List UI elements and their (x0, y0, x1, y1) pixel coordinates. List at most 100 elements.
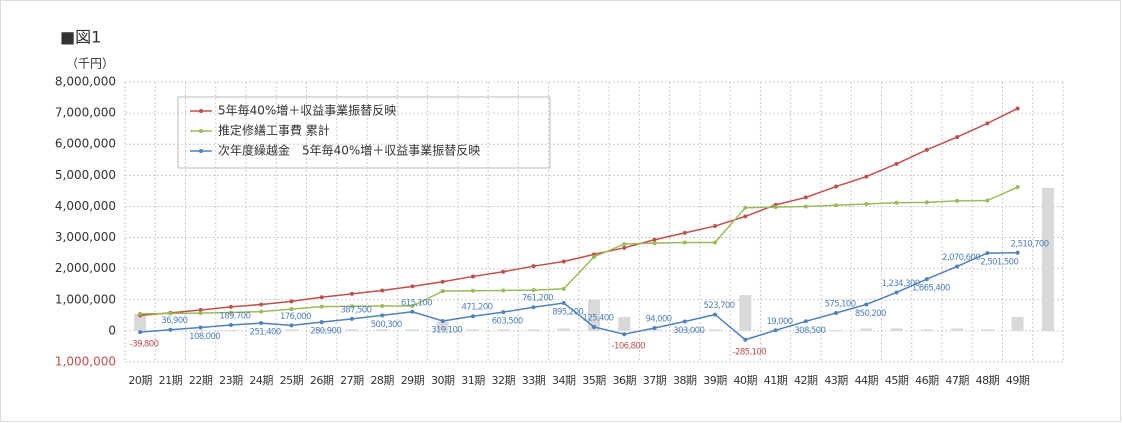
marker (985, 121, 990, 126)
marker (864, 201, 869, 206)
data-label: -39,800 (130, 340, 159, 350)
chart-title: ■図1 (60, 28, 101, 47)
bar (618, 316, 631, 331)
bar (436, 321, 449, 331)
data-label: 36,900 (161, 316, 187, 326)
marker (440, 289, 445, 294)
marker (319, 295, 324, 300)
x-tick-label: 25期 (280, 374, 304, 387)
marker (682, 319, 687, 324)
line (140, 186, 1018, 315)
marker (894, 290, 899, 295)
marker (470, 288, 475, 293)
marker (289, 307, 294, 312)
data-label: 308,500 (794, 326, 825, 336)
x-tick-label: 29期 (401, 374, 425, 387)
x-tick-label: 40期 (734, 374, 758, 387)
bar (406, 329, 419, 331)
x-tick-label: 22期 (189, 374, 213, 387)
marker (531, 288, 536, 293)
marker (289, 323, 294, 328)
marker (470, 274, 475, 279)
marker (319, 320, 324, 325)
bar (224, 329, 237, 331)
marker (561, 286, 566, 291)
legend-box (177, 96, 551, 169)
marker (198, 311, 203, 316)
bar (285, 329, 298, 331)
marker (349, 291, 354, 296)
x-tick-label: 33期 (522, 374, 546, 387)
marker (1015, 185, 1020, 190)
marker (955, 264, 960, 269)
data-label: 189,700 (219, 311, 250, 321)
bar (134, 313, 147, 331)
marker (803, 195, 808, 200)
bar (830, 329, 843, 331)
y-tick-label: 5,000,000 (55, 168, 116, 182)
legend-marker (199, 109, 203, 113)
data-label: 125,400 (583, 313, 614, 323)
data-label: 761,200 (522, 294, 553, 304)
marker (652, 237, 657, 242)
marker (198, 308, 203, 313)
marker (561, 301, 566, 306)
marker (955, 198, 960, 203)
marker (138, 330, 143, 335)
x-tick-label: 43期 (824, 374, 848, 387)
x-tick-label: 32期 (491, 374, 515, 387)
x-tick-label: 45期 (885, 374, 909, 387)
marker (440, 279, 445, 284)
bar (557, 328, 570, 331)
x-tick-label: 30期 (431, 374, 455, 387)
marker (410, 309, 415, 314)
marker (228, 322, 233, 327)
x-tick-label: 44期 (855, 374, 879, 387)
y-tick-label: 6,000,000 (55, 137, 116, 151)
data-label: 471,200 (461, 303, 492, 313)
bar (860, 328, 873, 331)
marker (985, 198, 990, 203)
marker (955, 135, 960, 140)
bar (376, 329, 389, 331)
marker (349, 316, 354, 321)
marker (803, 319, 808, 324)
data-label: 895,200 (552, 308, 583, 318)
line (140, 252, 1018, 341)
bar (1011, 316, 1024, 331)
y-axis-label: （千円） (66, 57, 114, 71)
x-tick-label: 46期 (915, 374, 939, 387)
data-label: 94,000 (645, 314, 671, 324)
marker (773, 328, 778, 333)
marker (470, 314, 475, 319)
marker (682, 240, 687, 245)
data-label: -106,800 (612, 342, 646, 352)
x-tick-label: 23期 (219, 374, 243, 387)
legend-label: 推定修繕工事費 累計 (218, 123, 330, 138)
marker (652, 325, 657, 330)
x-tick-label: 36期 (613, 374, 637, 387)
marker (380, 313, 385, 318)
x-tick-label: 37期 (643, 374, 667, 387)
x-tick-label: 35期 (582, 374, 606, 387)
marker (622, 245, 627, 250)
marker (259, 309, 264, 314)
marker (228, 304, 233, 309)
marker (924, 277, 929, 282)
x-tick-label: 24期 (249, 374, 273, 387)
marker (713, 312, 718, 317)
x-tick-label: 27期 (340, 374, 364, 387)
bar (890, 328, 903, 331)
data-label: 523,700 (704, 301, 735, 311)
marker (682, 230, 687, 235)
x-tick-label: 48期 (976, 374, 1000, 387)
x-tick-label: 41期 (764, 374, 788, 387)
marker (713, 240, 718, 245)
bar (920, 329, 933, 331)
marker (168, 311, 173, 316)
marker (743, 205, 748, 210)
legend-marker (199, 149, 203, 153)
data-label: 603,500 (492, 317, 523, 327)
